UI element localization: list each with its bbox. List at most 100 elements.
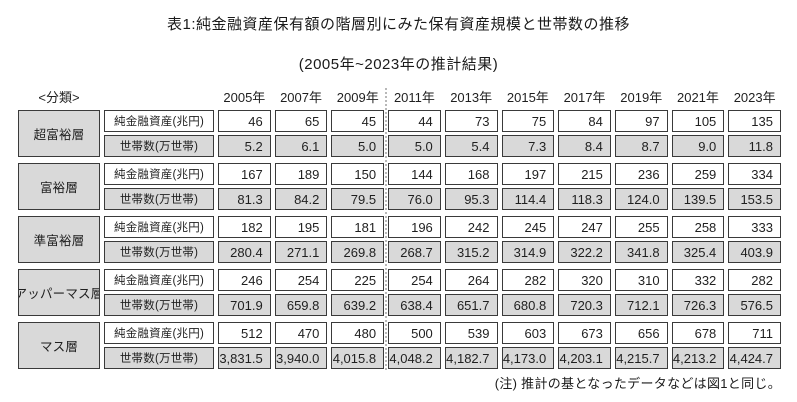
asset-value-cell: 512 — [218, 322, 271, 344]
household-value-cell: 153.5 — [728, 188, 781, 210]
asset-value-cell: 673 — [558, 322, 611, 344]
household-value-cell: 341.8 — [614, 241, 668, 263]
asset-value-cell: 246 — [218, 269, 271, 291]
household-value-cell: 639.2 — [331, 294, 385, 316]
metric-label-households: 世帯数(万世帯) — [104, 347, 214, 369]
asset-value-cell: 75 — [501, 110, 555, 132]
asset-value-cell: 225 — [331, 269, 385, 291]
household-value-cell: 4,015.8 — [331, 347, 385, 369]
asset-value-cell: 195 — [274, 216, 328, 238]
asset-value-cell: 44 — [388, 110, 441, 132]
metric-label-assets: 純金融資産(兆円) — [104, 269, 214, 291]
asset-value-cell: 310 — [614, 269, 668, 291]
tier-group: アッパーマス層 純金融資産(兆円) 246 254 225 254 264 282 320 310… — [18, 269, 781, 316]
asset-value-cell: 603 — [501, 322, 555, 344]
asset-value-cell: 215 — [558, 163, 611, 185]
household-value-cell: 5.2 — [218, 135, 271, 157]
household-value-cell: 8.7 — [614, 135, 668, 157]
table-subtitle: (2005年~2023年の推計結果) — [298, 56, 499, 73]
tier-name-cell: 富裕層 — [18, 163, 100, 210]
tier-groups-container: 超富裕層 純金融資産(兆円) 46 65 45 44 73 75 84 97 105 135 世帯数(万… — [18, 110, 781, 369]
table-title: 表1:純金融資産保有額の階層別にみた保有資産規模と世帯数の推移 — [166, 16, 630, 33]
metric-label-households: 世帯数(万世帯) — [104, 188, 214, 210]
asset-value-cell: 105 — [671, 110, 725, 132]
asset-value-cell: 480 — [331, 322, 385, 344]
household-value-cell: 79.5 — [331, 188, 385, 210]
asset-value-cell: 539 — [444, 322, 498, 344]
metric-label-assets: 純金融資産(兆円) — [104, 110, 214, 132]
footnote: (注) 推計の基となったデータなどは図1と同じ。 — [494, 376, 781, 391]
household-value-cell: 325.4 — [671, 241, 725, 263]
asset-value-cell: 150 — [331, 163, 385, 185]
household-value-cell: 8.4 — [558, 135, 611, 157]
household-value-cell: 76.0 — [388, 188, 441, 210]
asset-value-cell: 242 — [444, 216, 498, 238]
asset-value-cell: 500 — [388, 322, 441, 344]
household-value-cell: 638.4 — [388, 294, 441, 316]
year-header: 2019年 — [620, 90, 663, 105]
household-value-cell: 4,424.7 — [728, 347, 781, 369]
household-value-cell: 315.2 — [444, 241, 498, 263]
asset-value-cell: 167 — [218, 163, 271, 185]
tier-name-cell: 超富裕層 — [18, 110, 100, 157]
asset-value-cell: 236 — [614, 163, 668, 185]
classification-label: <分類> — [38, 90, 80, 105]
asset-value-cell: 334 — [728, 163, 781, 185]
household-value-cell: 720.3 — [558, 294, 611, 316]
household-value-cell: 4,203.1 — [558, 347, 611, 369]
year-header: 2009年 — [336, 90, 379, 105]
household-value-cell: 84.2 — [274, 188, 328, 210]
year-header: 2021年 — [676, 90, 719, 105]
asset-value-cell: 65 — [274, 110, 328, 132]
household-value-cell: 7.3 — [501, 135, 555, 157]
asset-value-cell: 254 — [388, 269, 441, 291]
household-value-cell: 9.0 — [671, 135, 725, 157]
household-value-cell: 659.8 — [274, 294, 328, 316]
metric-label-households: 世帯数(万世帯) — [104, 241, 214, 263]
household-value-cell: 280.4 — [218, 241, 271, 263]
household-value-cell: 701.9 — [218, 294, 271, 316]
asset-value-cell: 73 — [444, 110, 498, 132]
household-value-cell: 5.4 — [444, 135, 498, 157]
asset-value-cell: 282 — [501, 269, 555, 291]
asset-value-cell: 320 — [558, 269, 611, 291]
asset-value-cell: 181 — [331, 216, 385, 238]
asset-value-cell: 135 — [728, 110, 781, 132]
household-value-cell: 4,182.7 — [444, 347, 498, 369]
metric-label-assets: 純金融資産(兆円) — [104, 216, 214, 238]
household-value-cell: 269.8 — [331, 241, 385, 263]
asset-value-cell: 196 — [388, 216, 441, 238]
household-value-cell: 95.3 — [444, 188, 498, 210]
household-value-cell: 6.1 — [274, 135, 328, 157]
household-value-cell: 4,213.2 — [671, 347, 725, 369]
household-value-cell: 314.9 — [501, 241, 555, 263]
asset-value-cell: 258 — [671, 216, 725, 238]
year-header: 2015年 — [506, 90, 549, 105]
asset-tier-table: <分類> 2005年 2007年 2009年 2011年 2013年 2015年 2017年… — [18, 88, 781, 375]
household-value-cell: 576.5 — [728, 294, 781, 316]
household-value-cell: 271.1 — [274, 241, 328, 263]
household-value-cell: 124.0 — [614, 188, 668, 210]
household-value-cell: 5.0 — [388, 135, 441, 157]
household-value-cell: 403.9 — [728, 241, 781, 263]
asset-value-cell: 97 — [614, 110, 668, 132]
asset-value-cell: 182 — [218, 216, 271, 238]
year-header-row: <分類> 2005年 2007年 2009年 2011年 2013年 2015年 2017年… — [18, 88, 781, 108]
asset-value-cell: 656 — [614, 322, 668, 344]
household-value-cell: 726.3 — [671, 294, 725, 316]
household-value-cell: 4,048.2 — [388, 347, 441, 369]
tier-name-cell: アッパーマス層 — [18, 269, 100, 316]
year-header: 2011年 — [393, 90, 435, 105]
household-value-cell: 4,215.7 — [614, 347, 668, 369]
asset-value-cell: 247 — [558, 216, 611, 238]
metric-label-households: 世帯数(万世帯) — [104, 294, 214, 316]
metric-label-households: 世帯数(万世帯) — [104, 135, 214, 157]
tier-group: マス層 純金融資産(兆円) 512 470 480 500 539 603 673 656 678 7… — [18, 322, 781, 369]
tier-group: 超富裕層 純金融資産(兆円) 46 65 45 44 73 75 84 97 105 135 世帯数(万… — [18, 110, 781, 157]
household-value-cell: 268.7 — [388, 241, 441, 263]
household-value-cell: 3,831.5 — [218, 347, 271, 369]
metric-label-assets: 純金融資産(兆円) — [104, 322, 214, 344]
tier-group: 富裕層 純金融資産(兆円) 167 189 150 144 168 197 215 236 259 3… — [18, 163, 781, 210]
year-header: 2005年 — [223, 90, 266, 105]
tier-name-cell: 準富裕層 — [18, 216, 100, 263]
